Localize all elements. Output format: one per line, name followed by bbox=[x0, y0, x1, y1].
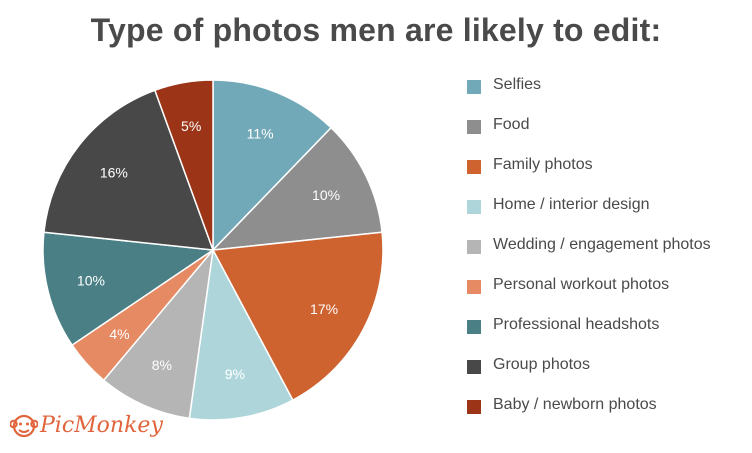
legend-label: Family photos bbox=[493, 156, 593, 173]
slice-label-selfies: 11% bbox=[247, 125, 274, 141]
legend-swatch bbox=[467, 160, 481, 174]
legend-label: Professional headshots bbox=[493, 316, 660, 333]
slice-label-family-photos: 17% bbox=[310, 301, 338, 317]
legend-swatch bbox=[467, 320, 481, 334]
legend-swatch bbox=[467, 360, 481, 374]
pie-slice-baby-newborn-photos bbox=[153, 79, 214, 251]
slice-label-baby-newborn-photos: 5% bbox=[181, 118, 201, 134]
slice-label-professional-headshots: 10% bbox=[77, 272, 105, 288]
slice-label-group-photos: 16% bbox=[100, 165, 128, 181]
legend-swatch bbox=[467, 400, 481, 414]
slice-label-food: 10% bbox=[312, 187, 340, 203]
legend-label: Wedding / engagement photos bbox=[493, 236, 711, 253]
legend-label: Personal workout photos bbox=[493, 276, 670, 293]
pie-slice-professional-headshots bbox=[42, 231, 216, 347]
slice-label-personal-workout-photos: 4% bbox=[109, 326, 129, 342]
legend-label: Selfies bbox=[493, 76, 542, 93]
pie-slice-family-photos bbox=[211, 231, 384, 402]
legend-swatch bbox=[467, 240, 481, 254]
legend-swatch bbox=[467, 280, 481, 294]
legend-label: Food bbox=[493, 116, 530, 133]
pie-slice-wedding-engagement-photos bbox=[102, 247, 215, 420]
slice-label-home-interior-design: 9% bbox=[225, 366, 245, 382]
legend-swatch bbox=[467, 120, 481, 134]
pie-slice-group-photos bbox=[43, 89, 215, 251]
pie-slice-food bbox=[211, 126, 383, 251]
monkey-face-icon bbox=[10, 414, 38, 438]
legend-swatch bbox=[467, 80, 481, 94]
legend-label: Baby / newborn photos bbox=[493, 396, 657, 413]
pie-slice-home-interior-design bbox=[188, 247, 294, 421]
pie-slice-selfies bbox=[212, 79, 333, 252]
logo-text: PicMonkey bbox=[40, 413, 163, 438]
legend-label: Group photos bbox=[493, 356, 590, 373]
legend-swatch bbox=[467, 200, 481, 214]
slice-label-wedding-engagement-photos: 8% bbox=[152, 357, 172, 373]
chart-title: Type of photos men are likely to edit: bbox=[90, 12, 662, 48]
legend-label: Home / interior design bbox=[493, 196, 650, 213]
